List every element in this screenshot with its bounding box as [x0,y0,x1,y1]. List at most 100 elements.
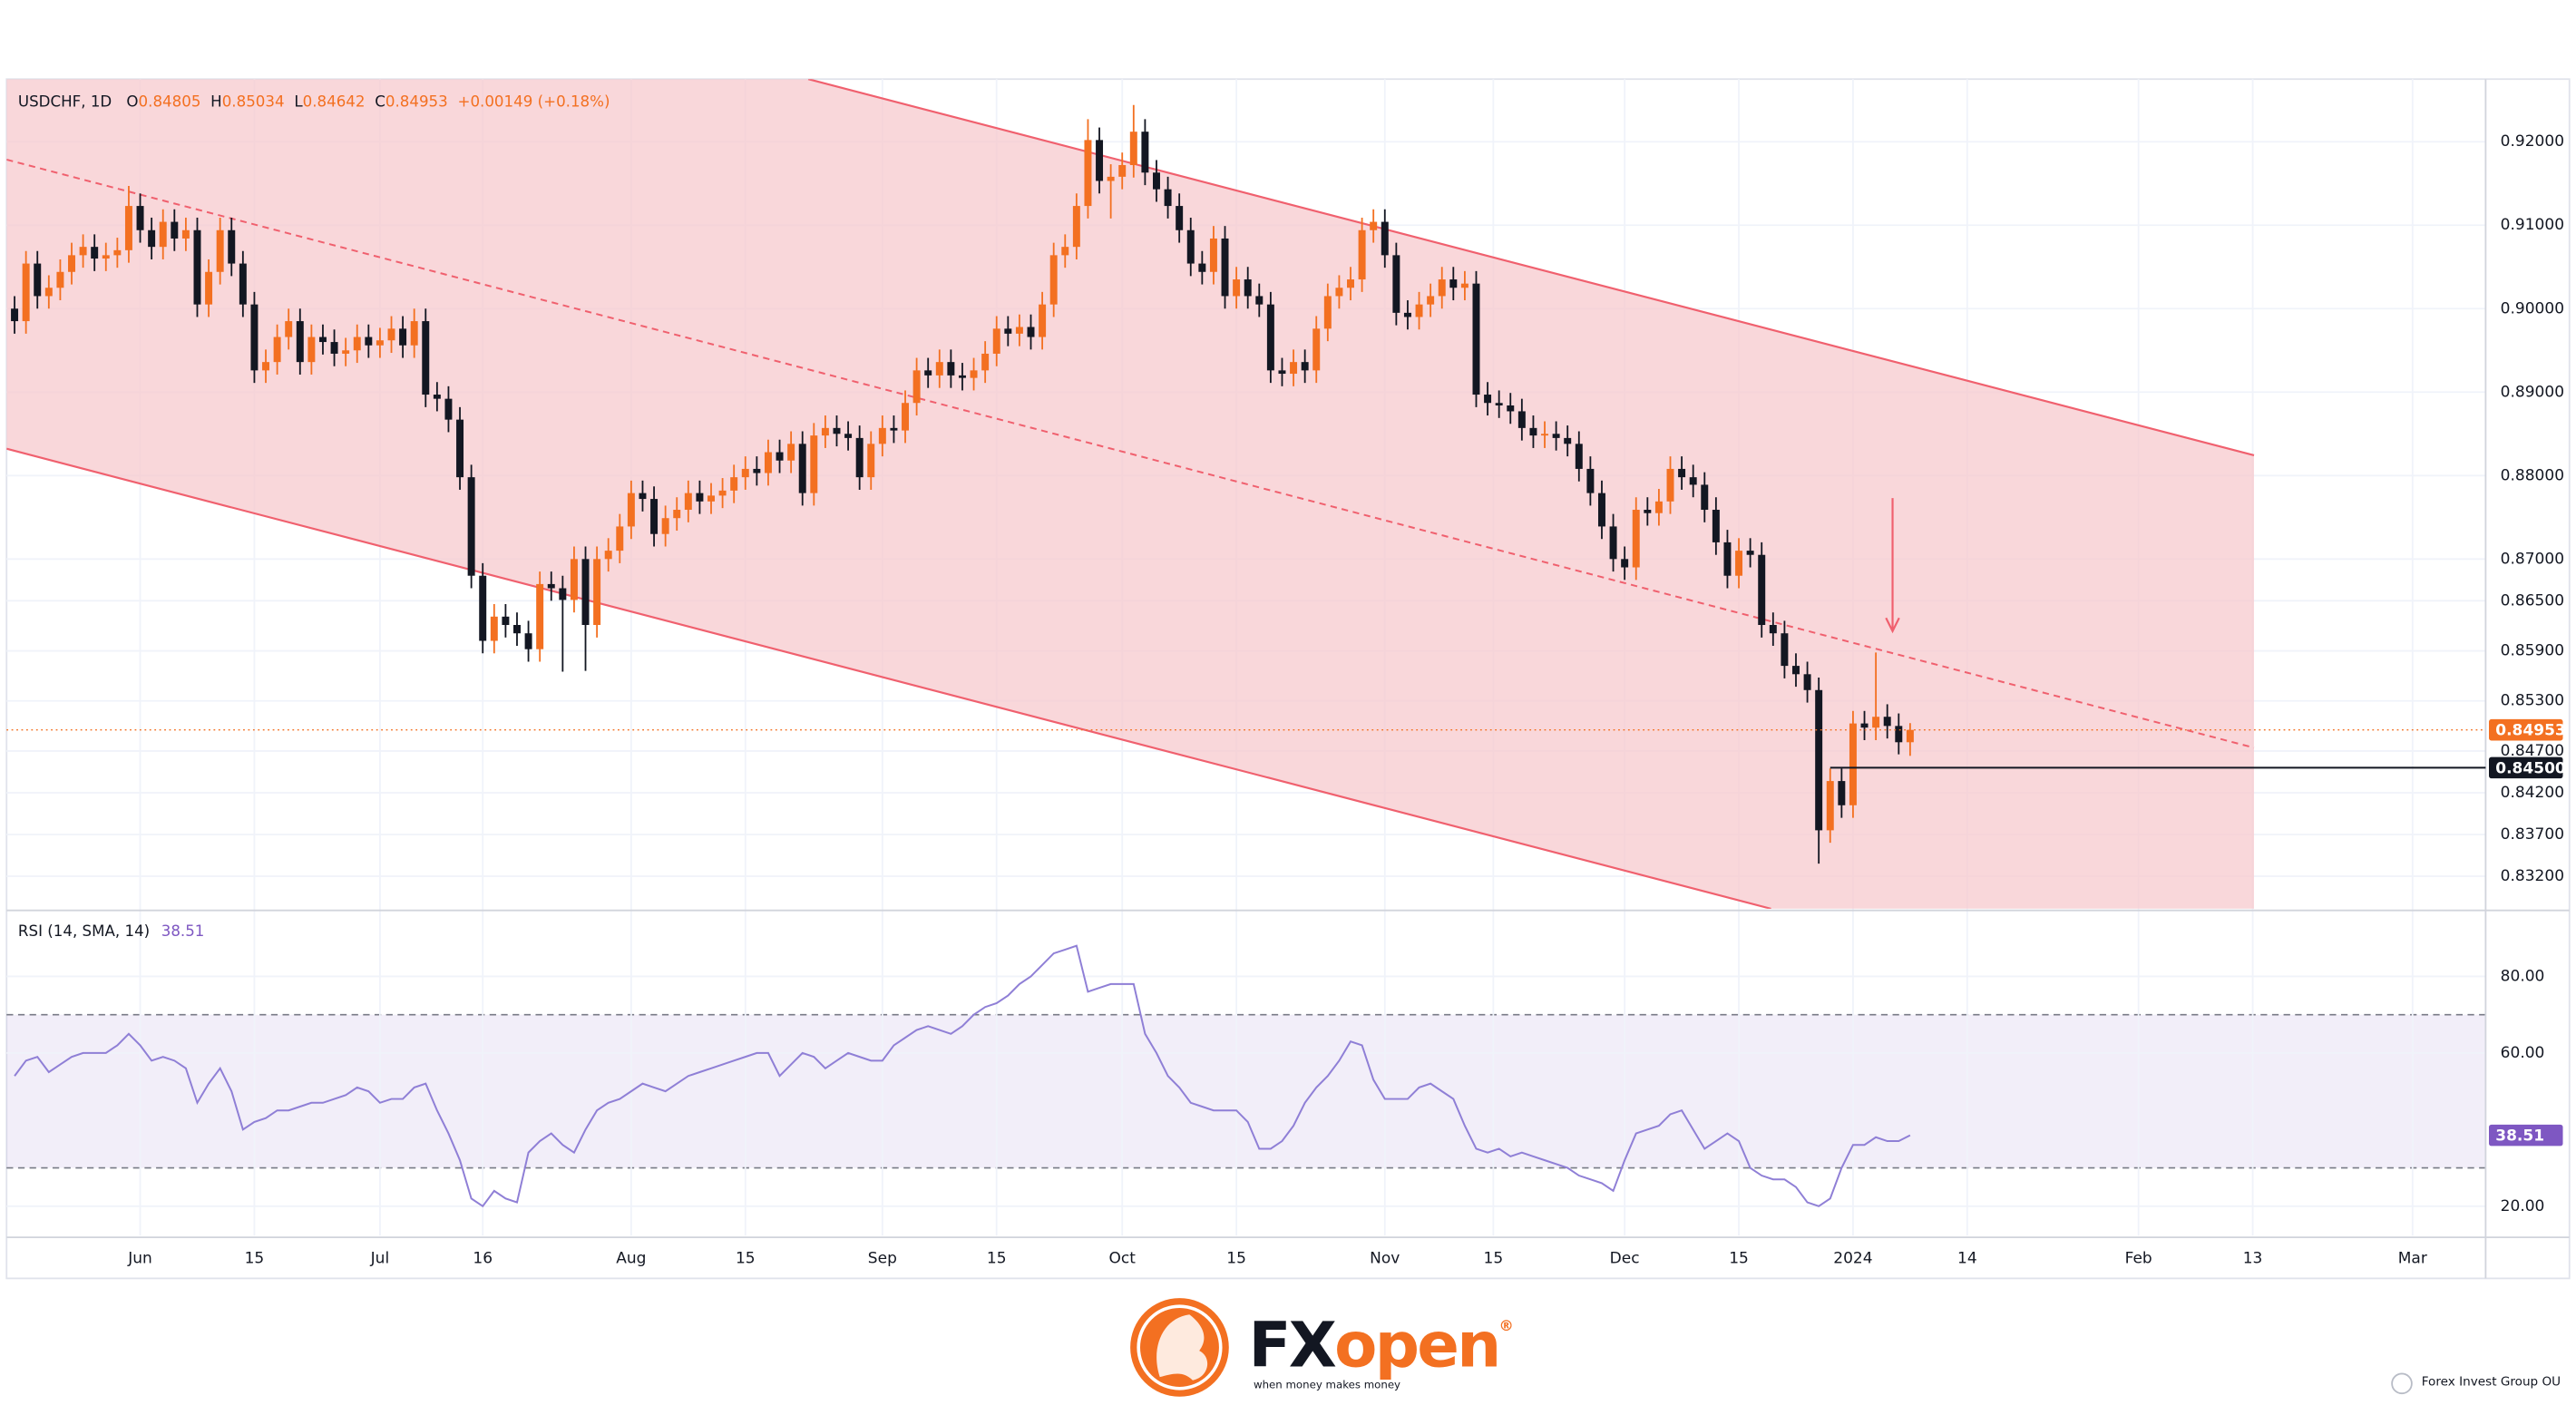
candle-body [479,575,487,641]
candle-body [1415,304,1423,317]
y-tick-label: 0.83700 [2501,825,2564,844]
candle-body [91,247,99,259]
candle-body [11,308,19,322]
candle-body [536,583,544,649]
x-tick-label: Sep [868,1250,897,1268]
candle-body [718,490,727,496]
candle-body [1758,554,1766,626]
y-tick-label: 0.92000 [2501,132,2564,151]
candle-body [1529,427,1537,436]
candle-body [159,221,167,248]
candle-body [216,229,224,272]
candle-body [1872,717,1880,728]
candle-body [513,625,521,634]
brand-name-fx: FX [1249,1309,1336,1381]
candle-body [1255,296,1264,305]
candle-body [604,551,612,560]
candle-body [387,328,395,341]
rsi-legend: RSI (14, SMA, 14) 38.51 [18,922,204,940]
candle-body [1027,327,1035,337]
rsi-band [6,1014,2486,1168]
symbol-legend: USDCHF, 1D O0.84805 H0.85034 L0.84642 C0… [18,93,610,110]
candle-body [250,304,259,371]
candle-body [902,403,910,431]
x-tick-label: Mar [2398,1250,2427,1268]
candle-body [650,499,659,534]
price-badge-label: 0.84500 [2495,759,2566,777]
channel-fill [6,79,2254,909]
rsi-title: RSI (14, SMA, 14) [18,922,150,940]
candle-body [376,340,384,346]
candle-body [353,337,361,351]
label-layer: 0.92000 0.91000 0.90000 0.89000 0.88000 0.870… [127,132,2566,1267]
legend-value: 0.84642 [303,93,366,110]
candle-body [798,444,806,493]
candle-body [273,337,281,363]
y-tick-label: 20.00 [2501,1197,2545,1215]
x-tick-label: 15 [1226,1250,1246,1268]
candle-body [1781,633,1789,667]
candle-body [992,328,1000,354]
candle-body [307,337,316,363]
candle-body [124,206,132,250]
candle-body [1438,279,1446,297]
candle-body [1221,238,1229,297]
candle-body [193,229,201,305]
candle-body [559,588,567,600]
price-badge [2489,1124,2563,1147]
candle-body [810,435,818,493]
candle-body [1358,229,1366,280]
watermark-text: Forex Invest Group OU [2422,1375,2561,1390]
candle-body [1186,229,1195,264]
candle-body [1495,403,1503,406]
y-tick-label: 0.90000 [2501,299,2564,317]
candle-body [285,321,293,337]
rsi-legend-value: 38.51 [161,922,205,940]
candle-body [1815,689,1823,831]
candle-body [1129,132,1137,165]
candle-body [1849,723,1857,805]
candle-body [639,493,647,500]
x-tick-label: 2024 [1833,1250,1872,1268]
candle-body [1860,723,1869,728]
candle-body [833,427,841,434]
brand-logo: FXopen® when money makes money [1130,1298,1515,1397]
candle-body [444,398,453,420]
candle-body [1427,296,1435,305]
candle-body [1621,559,1629,568]
chart-frame [5,78,2571,1280]
candle-body [171,221,179,239]
candle-body [1335,288,1343,297]
legend-key: L [294,93,303,110]
candle-body [136,206,144,230]
candle-body [707,495,715,502]
candle-body [696,493,704,502]
candle-body [490,616,498,641]
channel-lower-line [6,447,1771,909]
candle-body [1039,304,1047,337]
candle-body [1176,206,1184,230]
candle-body [502,616,510,626]
legend-key: O [126,93,138,110]
candle-body [1266,304,1274,371]
channel-upper-line [807,79,2255,457]
candle-body [1049,255,1058,305]
candle-body [1564,437,1572,444]
candle-body [1712,510,1720,542]
x-tick-label: Oct [1109,1250,1137,1268]
candle-body [1233,279,1241,297]
brand-mark: ® [1498,1316,1512,1333]
candle-body [1061,247,1069,256]
candle-body [1347,279,1354,288]
candle-body [1472,283,1480,395]
candle-body [924,370,932,376]
x-tick-label: 14 [1957,1250,1977,1268]
candle-body [1507,405,1515,412]
candle-body [1575,444,1583,469]
candle-body [1323,296,1332,329]
candle-body [1381,221,1389,256]
legend-change: +0.00149 (+0.18%) [457,93,610,110]
candle-body [113,249,122,256]
